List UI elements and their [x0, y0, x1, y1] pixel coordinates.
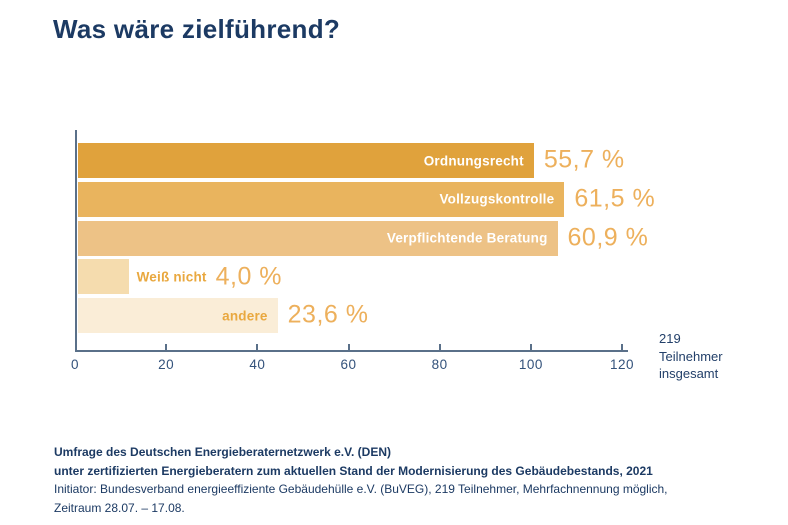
bar-row: Verpflichtende Beratung 60,9 %	[78, 220, 718, 256]
bar-row: Ordnungsrecht 55,7 %	[78, 143, 718, 178]
bar-value-label: 60,9 %	[567, 223, 649, 252]
x-axis-tick-label: 20	[158, 357, 175, 372]
bar-category-label: Ordnungsrecht	[423, 153, 524, 168]
bar	[78, 259, 129, 295]
x-axis-tick-label: 0	[70, 357, 80, 372]
bar-category-label: andere	[222, 308, 268, 324]
x-axis-line	[75, 350, 628, 352]
footer-line-4: Zeitraum 28.07. – 17.08.	[54, 500, 185, 515]
bar: Verpflichtende Beratung	[78, 220, 558, 256]
x-axis-tick-label: 40	[249, 357, 266, 372]
footer-line-1: Umfrage des Deutschen Energieberaternetz…	[54, 445, 392, 459]
x-axis-tick-label: 80	[431, 357, 448, 372]
page-title: Was wäre zielführend?	[53, 14, 341, 44]
x-axis-tick	[621, 344, 623, 351]
x-axis-tick-label: 60	[340, 357, 357, 372]
bar-outside-label-group: Weiß nicht 4,0 %	[137, 262, 282, 291]
bar-value-label: 55,7 %	[543, 145, 625, 174]
x-axis-tick-label: 120	[609, 357, 635, 372]
bar: andere	[78, 298, 278, 334]
footer-line-2: unter zertifizierten Energieberatern zum…	[54, 463, 653, 478]
bar-value-label: 23,6 %	[287, 300, 369, 329]
bar-row: andere 23,6 %	[78, 298, 718, 334]
x-axis-tick	[347, 344, 350, 351]
bar-value-label: 61,5 %	[574, 184, 656, 213]
bar-category-label: Verpflichtende Beratung	[386, 230, 548, 246]
participants-note-line: 219	[659, 331, 681, 346]
participants-note: 219 Teilnehmer insgesamt	[659, 330, 723, 383]
bar-row: Vollzugskontrolle 61,5 %	[78, 181, 718, 217]
bar: Ordnungsrecht	[78, 143, 534, 178]
x-axis-tick	[438, 344, 441, 351]
footer-line-3: Initiator: Bundesverband energieeffizien…	[54, 482, 668, 497]
bar: Vollzugskontrolle	[78, 181, 565, 217]
participants-note-line: insgesamt	[659, 366, 719, 381]
bar-value-label: 4,0 %	[215, 262, 283, 291]
bar-row: Weiß nicht 4,0 %	[78, 259, 718, 295]
x-axis-tick	[165, 344, 168, 351]
source-footer: Umfrage des Deutschen Energieberaternetz…	[54, 443, 668, 517]
x-axis-tick	[529, 344, 532, 351]
bar-category-label: Weiß nicht	[136, 269, 207, 285]
x-axis-tick-label: 100	[518, 357, 543, 372]
y-axis-line	[75, 130, 77, 352]
bar-category-label: Vollzugskontrolle	[439, 191, 555, 207]
x-axis-tick	[256, 344, 259, 351]
bar-chart: Ordnungsrecht 55,7 % Vollzugskontrolle 61,5…	[78, 143, 718, 343]
participants-note-line: Teilnehmer	[659, 348, 723, 364]
